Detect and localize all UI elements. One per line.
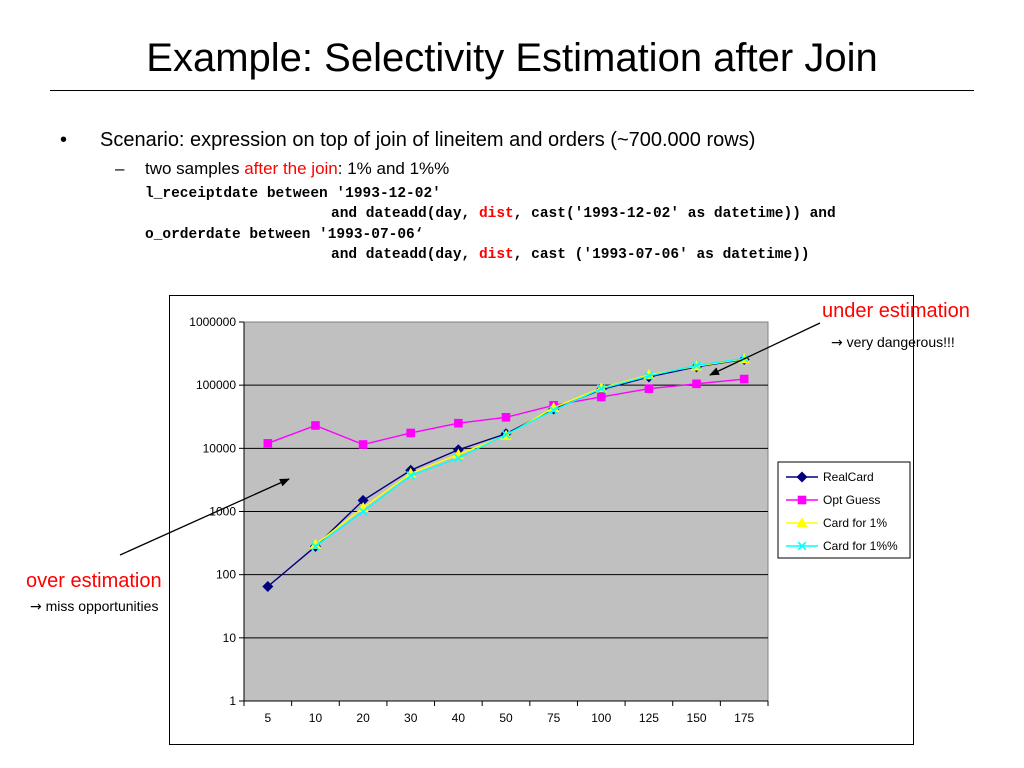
point-realcard [262, 580, 274, 592]
under-estimation-note-text: very dangerous!!! [846, 334, 955, 350]
x-tick-label: 100 [591, 711, 611, 725]
point-card-for-1pctpct [453, 453, 463, 463]
code-line-2-keyword: dist [478, 206, 514, 222]
legend-marker [796, 517, 808, 528]
sub-bullet-dash: – [115, 159, 125, 178]
point-opt-guess [263, 439, 273, 448]
x-tick-label: 20 [356, 711, 370, 725]
x-tick-label: 150 [687, 711, 707, 725]
code-line-4-keyword: dist [478, 247, 514, 263]
y-tick-label: 10 [223, 631, 237, 645]
point-card-for-1pctpct [501, 430, 511, 439]
over-estimation-label: over estimation [26, 570, 162, 592]
point-card-for-1pctpct [311, 542, 320, 551]
legend-marker [797, 541, 807, 551]
x-tick-label: 30 [404, 711, 418, 725]
code-line-4: and dateadd(day, dist, cast ('1993-07-06… [331, 245, 810, 265]
code-line-3: o_orderdate between '1993-07-06‘ [145, 227, 424, 243]
right-arrow-icon: → [831, 335, 843, 351]
code-line-2: and dateadd(day, dist, cast('1993-12-02'… [331, 204, 836, 224]
point-opt-guess [406, 428, 416, 438]
point-opt-guess [501, 412, 511, 422]
x-tick-label: 50 [499, 711, 513, 725]
x-tick-label: 10 [309, 711, 323, 725]
bullet-scenario-text: Scenario: expression on top of join of l… [100, 129, 756, 151]
point-opt-guess [644, 384, 654, 393]
series-line-card-for-1pctpct [315, 357, 745, 547]
y-tick-label: 1000000 [189, 315, 236, 329]
point-opt-guess [739, 374, 749, 384]
point-opt-guess [358, 440, 368, 449]
code-line-2-prefix: and dateadd(day, [331, 206, 479, 222]
y-tick-label: 100 [216, 568, 236, 582]
under-estimation-note: → very dangerous!!! [831, 333, 955, 352]
x-tick-label: 175 [734, 711, 754, 725]
point-card-for-1pctpct [596, 384, 606, 394]
point-card-for-1pctpct [644, 371, 654, 381]
x-tick-label: 5 [264, 711, 271, 725]
point-card-for-1pctpct [549, 405, 559, 415]
code-line-4-suffix: , cast ('1993-07-06' as datetime)) [513, 247, 810, 263]
title-divider [50, 90, 974, 91]
under-estimation-label: under estimation [822, 300, 970, 322]
point-card-for-1pctpct [692, 361, 701, 370]
y-tick-label: 1 [229, 694, 236, 708]
point-opt-guess [454, 418, 463, 428]
sub-bullet-prefix: two samples [145, 159, 245, 178]
y-tick-label: 1000 [209, 505, 236, 519]
y-tick-label: 10000 [203, 441, 237, 455]
legend-label: Card for 1% [823, 516, 887, 530]
point-opt-guess [692, 379, 701, 389]
x-tick-label: 75 [547, 711, 561, 725]
legend-marker [796, 471, 808, 483]
legend-label: RealCard [823, 470, 874, 484]
point-opt-guess [311, 421, 320, 430]
point-card-for-1pctpct [406, 471, 416, 480]
over-estimation-note: → miss opportunities [30, 597, 158, 616]
point-opt-guess [596, 392, 606, 402]
code-line-1: l_receiptdate between '1993-12-02' [145, 186, 441, 202]
x-tick-label: 40 [452, 711, 466, 725]
legend-marker [797, 495, 807, 505]
chart-frame: 1 10 100 1000 10000 100000 1000000 5 10 20 30 40 50 7… [169, 295, 914, 745]
y-tick-label: 100000 [196, 378, 236, 392]
sub-bullet-highlight: after the join [244, 159, 338, 178]
legend-label: Opt Guess [823, 493, 880, 507]
sub-bullet-samples: – two samples after the join: 1% and 1%% [115, 158, 449, 180]
point-card-for-1pctpct [358, 507, 368, 516]
sub-bullet-suffix: : 1% and 1%% [337, 159, 450, 178]
over-estimation-note-text: miss opportunities [45, 598, 159, 614]
x-tick-label: 125 [639, 711, 659, 725]
chart-svg: 1 10 100 1000 10000 100000 1000000 5 10 20 30 40 50 7… [189, 315, 911, 725]
code-line-2-suffix: , cast('1993-12-02' as datetime)) and [513, 206, 836, 222]
right-arrow-icon: → [30, 599, 42, 615]
bullet-dot: • [60, 129, 68, 151]
slide-title: Example: Selectivity Estimation after Jo… [146, 36, 878, 80]
bullet-scenario: • Scenario: expression on top of join of … [60, 127, 755, 153]
code-line-4-prefix: and dateadd(day, [331, 247, 479, 263]
legend-label: Card for 1%% [823, 539, 898, 553]
